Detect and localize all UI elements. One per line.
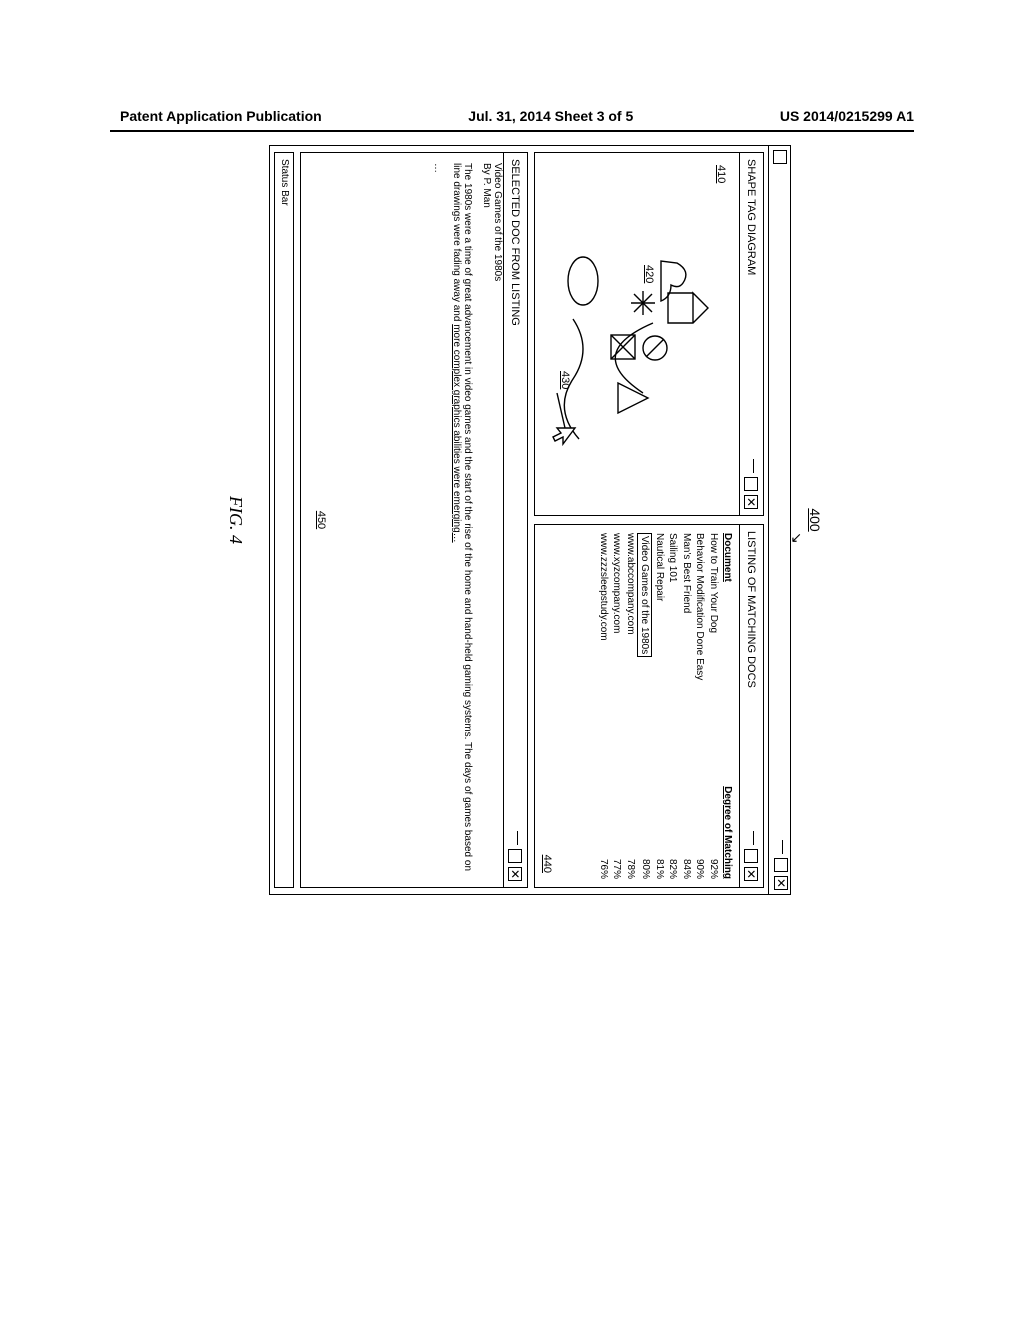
- panel-shape-titlebar: SHAPE TAG DIAGRAM ✕: [739, 153, 763, 515]
- ref-440: 440: [541, 855, 553, 873]
- table-row[interactable]: Behavior Modification Done Easy 90%: [693, 533, 707, 879]
- maximize-icon[interactable]: [509, 849, 523, 863]
- minimize-icon[interactable]: [753, 459, 754, 473]
- doc-body: Video Games of the 1980s By P. Man The 1…: [307, 163, 503, 877]
- system-icon: [773, 150, 787, 164]
- maximize-icon[interactable]: [774, 858, 788, 872]
- table-row[interactable]: Nautical Repair 81%: [653, 533, 667, 879]
- panel-matching-docs: LISTING OF MATCHING DOCS ✕ Document Degr…: [534, 524, 764, 888]
- table-row[interactable]: www.xyzcompany.com 77%: [610, 533, 624, 879]
- panel-shape-title: SHAPE TAG DIAGRAM: [746, 159, 758, 275]
- degree-cell: 90%: [693, 859, 707, 879]
- doc-cell: Behavior Modification Done Easy: [693, 533, 707, 680]
- doc-title: Video Games of the 1980s: [492, 163, 503, 281]
- header-rule: [110, 130, 914, 132]
- panel-selected-doc: SELECTED DOC FROM LISTING ✕ Video Games …: [300, 152, 528, 888]
- app-window: ✕ SHAPE TAG DIAGRAM ✕ 410 420 430: [269, 145, 791, 895]
- panel-shape-tag: SHAPE TAG DIAGRAM ✕ 410 420 430: [534, 152, 764, 516]
- status-bar: Status Bar: [274, 152, 294, 888]
- doc-para-link[interactable]: more complex graphics abilities were eme…: [451, 324, 462, 542]
- degree-cell: 92%: [707, 859, 721, 879]
- table-row[interactable]: www.zzzsleepstudy.com 76%: [597, 533, 611, 879]
- window-controls: ✕: [774, 840, 788, 890]
- shape-canvas: [553, 233, 713, 493]
- doc-cell: Sailing 101: [666, 533, 680, 582]
- doc-cell: How to Train Your Dog: [707, 533, 721, 633]
- close-icon[interactable]: ✕: [774, 876, 788, 890]
- doc-cell: www.abccompany.com: [624, 533, 638, 635]
- close-icon[interactable]: ✕: [509, 867, 523, 881]
- degree-cell: 84%: [680, 859, 694, 879]
- degree-cell: 77%: [610, 859, 624, 879]
- col-degree: Degree of Matching: [722, 786, 733, 879]
- panel-doc-titlebar: SELECTED DOC FROM LISTING ✕: [503, 153, 527, 887]
- doc-cell: www.zzzsleepstudy.com: [597, 533, 611, 641]
- table-row[interactable]: How to Train Your Dog 92%: [707, 533, 721, 879]
- top-panels: SHAPE TAG DIAGRAM ✕ 410 420 430: [534, 152, 764, 888]
- doc-cell: Nautical Repair: [653, 533, 667, 601]
- degree-cell: 80%: [637, 859, 653, 879]
- header-left: Patent Application Publication: [120, 108, 322, 124]
- minimize-icon[interactable]: [753, 831, 754, 845]
- degree-cell: 82%: [666, 859, 680, 879]
- table-row[interactable]: Video Games of the 1980s 80%: [637, 533, 653, 879]
- panel-doc-title: SELECTED DOC FROM LISTING: [510, 159, 522, 326]
- maximize-icon[interactable]: [745, 849, 759, 863]
- panel-list-title: LISTING OF MATCHING DOCS: [746, 531, 758, 688]
- degree-cell: 81%: [653, 859, 667, 879]
- table-row[interactable]: Sailing 101 82%: [666, 533, 680, 879]
- maximize-icon[interactable]: [745, 477, 759, 491]
- app-titlebar: ✕: [768, 146, 790, 894]
- header-right: US 2014/0215299 A1: [780, 108, 914, 124]
- panel-list-titlebar: LISTING OF MATCHING DOCS ✕: [739, 525, 763, 887]
- degree-cell: 78%: [624, 859, 638, 879]
- page-header: Patent Application Publication Jul. 31, …: [0, 108, 1024, 124]
- close-icon[interactable]: ✕: [745, 495, 759, 509]
- col-document: Document: [722, 533, 733, 582]
- docs-table: Document Degree of Matching How to Train…: [597, 533, 734, 879]
- doc-cell: Man's Best Friend: [680, 533, 694, 613]
- close-icon[interactable]: ✕: [745, 867, 759, 881]
- figure-caption: FIG. 4: [225, 496, 246, 544]
- doc-cell: www.xyzcompany.com: [610, 533, 624, 633]
- figure-400: 400 ↘ ✕ SHAPE TAG DIAGRAM ✕: [265, 175, 795, 865]
- ref-400: 400: [807, 508, 823, 531]
- table-row[interactable]: www.abccompany.com 78%: [624, 533, 638, 879]
- doc-cell: Video Games of the 1980s: [637, 533, 653, 657]
- ref-410: 410: [715, 165, 727, 183]
- doc-byline: By P. Man: [481, 163, 492, 208]
- degree-cell: 76%: [597, 859, 611, 879]
- table-row[interactable]: Man's Best Friend 84%: [680, 533, 694, 879]
- minimize-icon[interactable]: [517, 831, 518, 845]
- ref-450: 450: [315, 511, 327, 529]
- minimize-icon[interactable]: [783, 840, 784, 854]
- status-bar-label: Status Bar: [279, 159, 290, 206]
- doc-ellipsis: …: [432, 163, 443, 877]
- header-center: Jul. 31, 2014 Sheet 3 of 5: [468, 108, 633, 124]
